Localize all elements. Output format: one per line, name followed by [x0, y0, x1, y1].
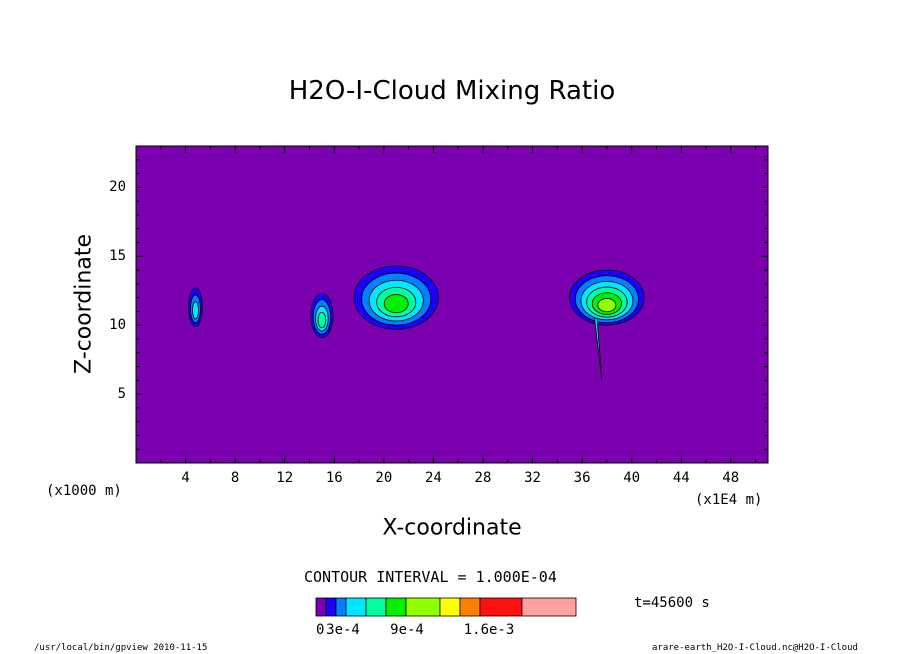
cloud-streak	[594, 317, 603, 381]
x-tick-label: 40	[623, 470, 641, 486]
plot-frame	[135, 145, 769, 464]
colorbar-swatch	[315, 597, 327, 617]
contour-interval-label: CONTOUR INTERVAL = 1.000E-04	[304, 568, 557, 586]
y-tick-label: 10	[109, 317, 126, 334]
x-tick-label: 44	[672, 470, 690, 486]
x-tick-label: 4	[181, 470, 190, 486]
colorbar-swatch	[439, 597, 461, 617]
colorbar-tick-label: 3e-4	[326, 622, 360, 638]
colorbar-swatch	[345, 597, 367, 617]
colorbar-swatch	[325, 597, 337, 617]
plot-area	[136, 146, 768, 463]
x-tick-label: 16	[325, 470, 343, 486]
colorbar-swatch	[335, 597, 347, 617]
x-tick-label: 48	[722, 470, 740, 486]
cloud-contours	[188, 265, 645, 381]
cloud-contour-level	[383, 294, 409, 314]
cloud-contour-level	[597, 298, 617, 313]
colorbar-swatch	[459, 597, 481, 617]
colorbar-tick-label: 0	[316, 622, 325, 638]
colorbar	[315, 597, 577, 617]
footer-left: /usr/local/bin/gpview 2010-11-15	[34, 643, 208, 653]
time-label: t=45600 s	[634, 595, 710, 611]
colorbar-swatch	[405, 597, 441, 617]
x-tick-label: 24	[424, 470, 442, 486]
x-unit-label: (x1E4 m)	[695, 492, 763, 508]
y-tick-label: 20	[109, 179, 126, 196]
y-axis-label: Z-coordinate	[71, 234, 97, 374]
colorbar-swatch	[365, 597, 387, 617]
x-tick-label: 32	[524, 470, 541, 486]
colorbar-swatch	[521, 597, 577, 617]
x-tick-label: 20	[375, 470, 393, 486]
axis-ticks	[136, 146, 768, 463]
x-tick-label: 12	[276, 470, 294, 486]
cloud-contour-level	[192, 301, 199, 320]
chart-title: H2O-I-Cloud Mixing Ratio	[288, 76, 616, 106]
colorbar-swatch	[385, 597, 407, 617]
x-tick-label: 28	[474, 470, 492, 486]
x-axis-label: X-coordinate	[382, 515, 522, 541]
x-tick-label: 36	[573, 470, 591, 486]
z-unit-label: (x1000 m)	[46, 483, 122, 499]
colorbar-swatch	[479, 597, 523, 617]
y-tick-label: 15	[109, 248, 126, 265]
y-tick-label: 5	[117, 386, 126, 403]
x-tick-label: 8	[230, 470, 240, 486]
colorbar-tick-label: 1.6e-3	[463, 622, 515, 638]
colorbar-tick-label: 9e-4	[390, 622, 424, 638]
footer-right: arare-earth_H2O-I-Cloud.nc@H2O-I-Cloud	[652, 643, 858, 653]
cloud-contour-level	[317, 311, 327, 329]
